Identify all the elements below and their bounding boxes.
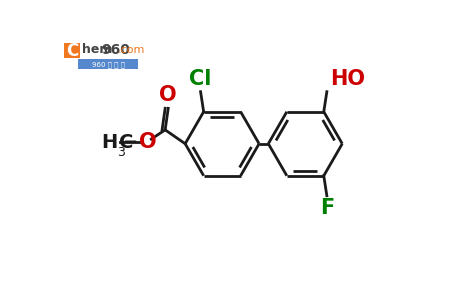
FancyBboxPatch shape: [78, 59, 138, 69]
Text: −: −: [122, 133, 137, 151]
Text: .com: .com: [118, 45, 146, 55]
Text: C: C: [66, 42, 78, 59]
Text: O: O: [159, 85, 177, 105]
Text: Cl: Cl: [190, 69, 212, 89]
Text: 3: 3: [118, 146, 125, 159]
FancyBboxPatch shape: [64, 43, 80, 58]
Text: F: F: [320, 198, 334, 218]
Text: O: O: [139, 132, 157, 152]
Text: 960: 960: [101, 43, 130, 57]
Text: C: C: [119, 133, 133, 152]
Text: hem: hem: [82, 43, 112, 56]
Text: HO: HO: [330, 69, 365, 89]
Text: 960 化 工 网: 960 化 工 网: [91, 61, 125, 68]
Text: H: H: [101, 133, 118, 152]
